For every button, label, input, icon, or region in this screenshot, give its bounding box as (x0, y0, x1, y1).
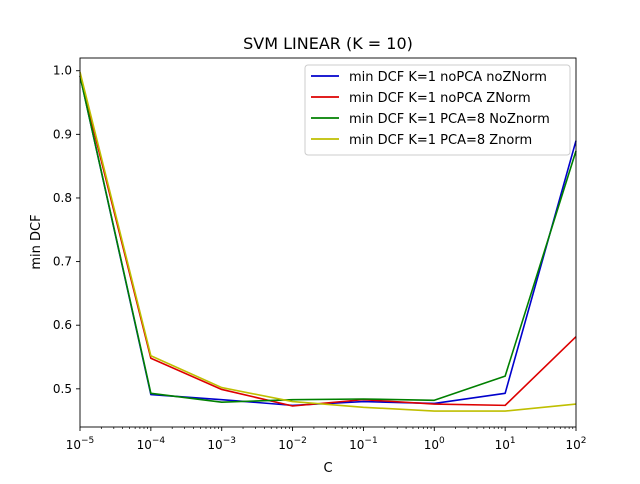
y-tick-label: 0.5 (53, 382, 72, 396)
series-line-2 (79, 75, 577, 407)
legend-label: min DCF K=1 noPCA ZNorm (349, 91, 531, 106)
series-line-4 (79, 71, 577, 412)
x-tick-label: 100 (424, 436, 445, 452)
y-tick-label: 0.9 (53, 127, 72, 141)
x-tick-label: 10−1 (349, 436, 378, 452)
x-tick-label: 101 (495, 436, 516, 452)
y-tick-label: 0.7 (53, 255, 72, 269)
legend-label: min DCF K=1 noPCA noZNorm (349, 70, 547, 85)
plot-area: 10−5 10−4 10−3 10−2 10−1 100 101 102 0.5 0.6 0.7 0.… (53, 57, 587, 452)
legend-label: min DCF K=1 PCA=8 Znorm (349, 133, 532, 148)
x-tick-label: 10−3 (207, 436, 236, 452)
y-tick-label: 0.8 (53, 191, 72, 205)
x-tick-label: 10−2 (278, 436, 307, 452)
series-line-3 (79, 75, 577, 403)
x-tick-label: 102 (565, 436, 586, 452)
legend-label: min DCF K=1 PCA=8 NoZnorm (349, 112, 550, 127)
legend: min DCF K=1 noPCA noZNorm min DCF K=1 noP… (304, 64, 571, 156)
y-axis-label: min DCF (29, 214, 44, 269)
y-tick-label: 0.6 (53, 318, 72, 332)
chart-title: SVM LINEAR (K = 10) (243, 34, 413, 53)
x-axis-label: C (323, 461, 332, 476)
x-tick-label: 10−4 (137, 436, 166, 452)
y-tick-label: 1.0 (53, 64, 72, 78)
plot-frame (79, 57, 577, 428)
x-tick-label: 10−5 (66, 436, 95, 452)
legend-box (304, 64, 571, 156)
